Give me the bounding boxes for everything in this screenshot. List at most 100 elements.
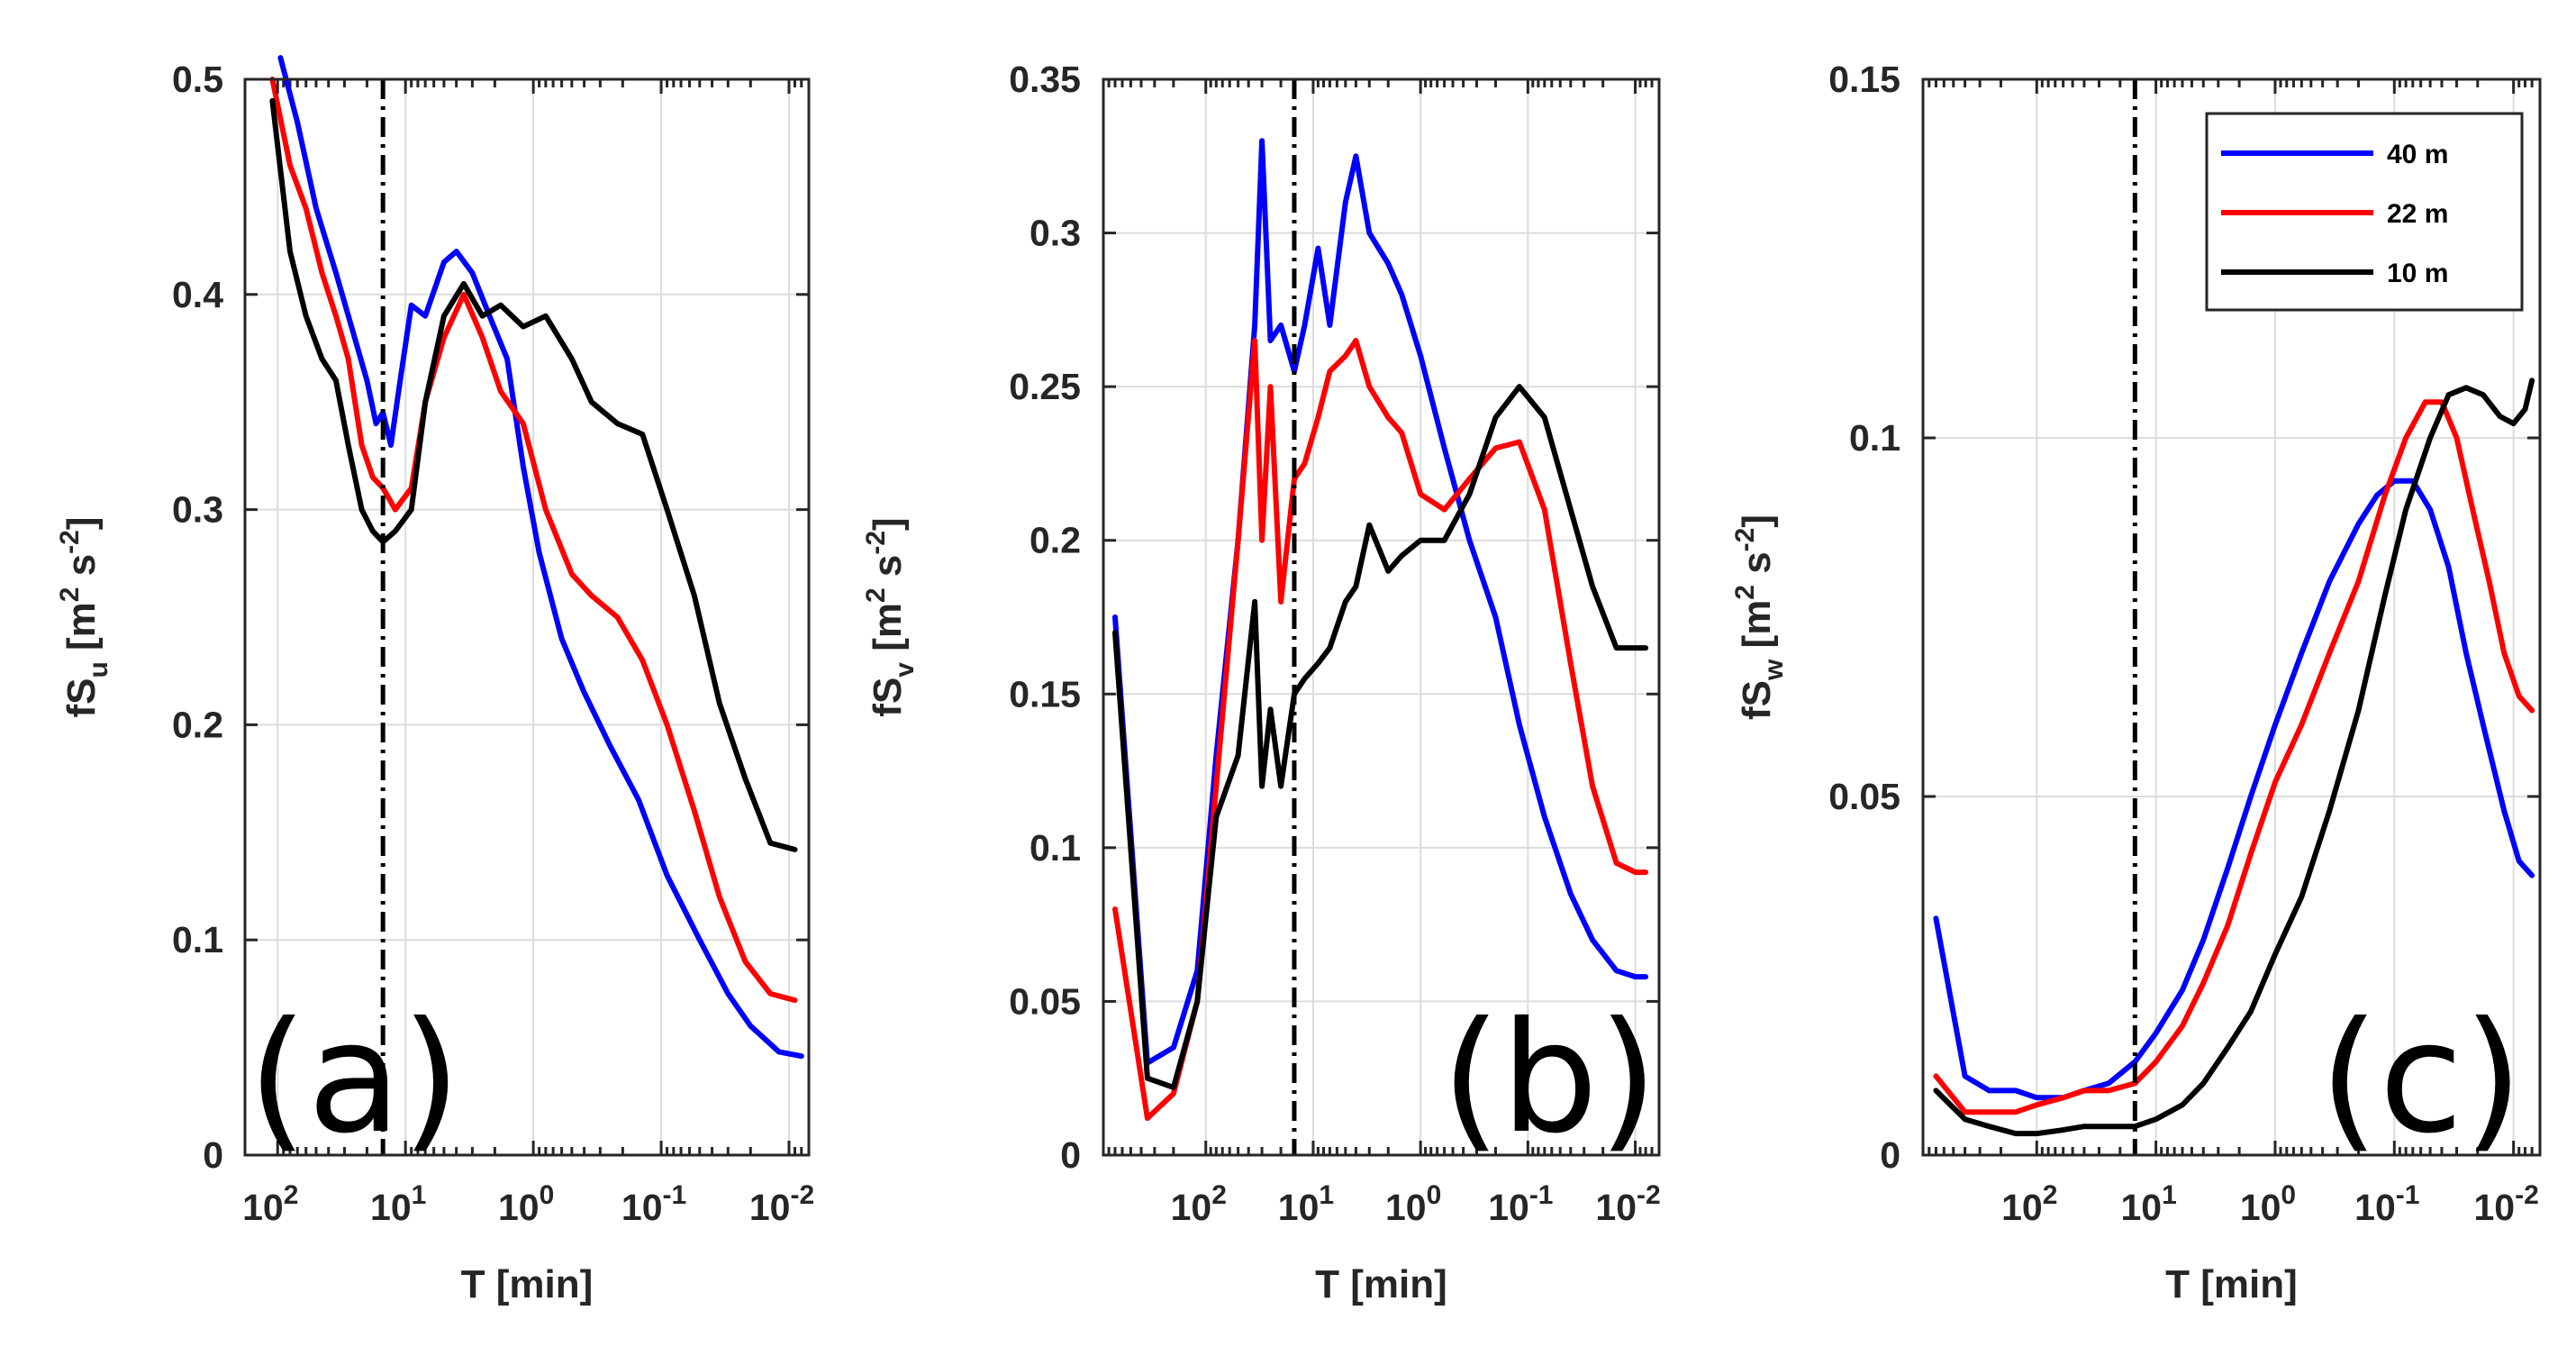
xtick-exponent: 2 — [2043, 1180, 2058, 1210]
x-axis-label: T [min] — [1315, 1262, 1447, 1306]
axes-frame — [243, 77, 811, 1157]
ylabel-unit: [m — [59, 602, 104, 661]
ytick-label: 0.2 — [1029, 520, 1081, 561]
xtick-base: 10 — [242, 1187, 284, 1228]
ytick-label: 0 — [1060, 1134, 1081, 1176]
ylabel-superscript: -2 — [861, 531, 891, 555]
xtick-base: 10 — [2240, 1187, 2281, 1228]
xtick-label: 100 — [2240, 1180, 2296, 1228]
xtick-exponent: 0 — [540, 1180, 555, 1210]
xtick-base: 10 — [2473, 1187, 2515, 1228]
xtick-label: 10-1 — [2354, 1180, 2419, 1228]
series-line-22-m — [1112, 338, 1649, 1122]
ytick-label: 0.1 — [172, 919, 223, 960]
xtick-label: 102 — [1171, 1180, 1227, 1228]
xtick-label: 10-2 — [749, 1180, 814, 1228]
xtick-exponent: -2 — [790, 1180, 814, 1210]
xtick-label: 10-2 — [1595, 1180, 1660, 1228]
series-line-10-m — [269, 97, 798, 852]
xtick-exponent: -2 — [2515, 1180, 2539, 1210]
ylabel-superscript: 2 — [55, 587, 85, 603]
series-line-40-m — [1933, 478, 2535, 1101]
ylabel-superscript: 2 — [1730, 585, 1760, 600]
xtick-exponent: 1 — [2162, 1180, 2177, 1210]
ytick-label: 0.15 — [1828, 59, 1900, 100]
ytick-label: 0.3 — [1029, 213, 1081, 254]
xtick-base: 10 — [1595, 1187, 1637, 1228]
xtick-exponent: 2 — [284, 1180, 299, 1210]
legend: 40 m 22 m 10 m — [2205, 112, 2524, 312]
series-line-40-m — [277, 55, 804, 1060]
ylabel-base: fS — [866, 678, 910, 717]
panel-label: (c) — [2319, 989, 2523, 1168]
xtick-label: 101 — [1278, 1180, 1334, 1228]
ytick-label: 0.25 — [1009, 366, 1081, 407]
ylabel-base: fS — [1735, 680, 1779, 720]
ytick-label: 0.3 — [172, 489, 223, 531]
ylabel-unit: ] — [866, 517, 910, 531]
ytick-label: 0.05 — [1009, 980, 1081, 1022]
x-axis-label: T [min] — [461, 1262, 594, 1306]
xtick-label: 101 — [2120, 1180, 2176, 1228]
xtick-base: 10 — [621, 1187, 663, 1228]
panel-label: (b) — [1441, 989, 1658, 1168]
ylabel-subscript: u — [84, 661, 113, 678]
ylabel-unit: s — [866, 555, 910, 588]
ylabel-unit: [m — [1735, 600, 1779, 660]
ylabel-unit: s — [59, 554, 104, 587]
xtick-label: 102 — [242, 1180, 298, 1228]
ylabel-unit: ] — [59, 516, 104, 530]
xtick-label: 101 — [370, 1180, 426, 1228]
xtick-base: 10 — [1278, 1187, 1320, 1228]
xtick-exponent: 1 — [412, 1180, 427, 1210]
panel-label: (a) — [248, 989, 461, 1168]
ytick-label: 0.4 — [172, 274, 223, 315]
axes-frame — [1921, 77, 2542, 1157]
xtick-base: 10 — [370, 1187, 412, 1228]
xtick-base: 10 — [2001, 1187, 2043, 1228]
ylabel-superscript: 2 — [861, 587, 891, 603]
ylabel-superscript: -2 — [1730, 528, 1760, 552]
series-line-40-m — [1112, 138, 1649, 1066]
ytick-label: 0 — [1880, 1134, 1900, 1176]
legend-label: 40 m — [2387, 140, 2448, 169]
xtick-base: 10 — [2120, 1187, 2162, 1228]
ytick-label: 0.35 — [1009, 59, 1081, 100]
xtick-label: 10-1 — [621, 1180, 686, 1228]
xtick-label: 100 — [498, 1180, 554, 1228]
y-axis-label: fSv [m2 s-2] — [861, 517, 920, 716]
xtick-exponent: 2 — [1211, 1180, 1227, 1210]
xtick-exponent: 1 — [1319, 1180, 1334, 1210]
ylabel-subscript: w — [1759, 659, 1789, 681]
axes-frame — [1102, 77, 1661, 1157]
ylabel-unit: s — [1735, 551, 1779, 585]
x-axis-label: T [min] — [2165, 1262, 2298, 1306]
xtick-base: 10 — [1488, 1187, 1529, 1228]
xtick-label: 100 — [1385, 1180, 1441, 1228]
ytick-label: 0.5 — [172, 59, 223, 100]
ytick-label: 0.1 — [1849, 417, 1900, 459]
xtick-base: 10 — [749, 1187, 791, 1228]
series-line-10-m — [1933, 378, 2535, 1137]
xtick-exponent: 0 — [2281, 1180, 2296, 1210]
series-line-10-m — [1112, 384, 1649, 1090]
ylabel-base: fS — [59, 678, 104, 718]
xtick-base: 10 — [1171, 1187, 1212, 1228]
legend-label: 22 m — [2387, 199, 2448, 229]
ytick-label: 0 — [203, 1134, 223, 1176]
xtick-exponent: -2 — [1637, 1180, 1661, 1210]
xtick-base: 10 — [2354, 1187, 2396, 1228]
xtick-label: 10-1 — [1488, 1180, 1553, 1228]
series-line-22-m — [269, 77, 798, 1004]
ytick-label: 0.1 — [1029, 827, 1081, 869]
y-axis-label: fSu [m2 s-2] — [55, 516, 113, 717]
series-line-22-m — [1933, 399, 2535, 1115]
xtick-label: 102 — [2001, 1180, 2057, 1228]
y-axis-label: fSw [m2 s-2] — [1730, 514, 1789, 720]
xtick-exponent: 0 — [1427, 1180, 1442, 1210]
xtick-label: 10-2 — [2473, 1180, 2538, 1228]
ylabel-superscript: -2 — [55, 530, 85, 554]
